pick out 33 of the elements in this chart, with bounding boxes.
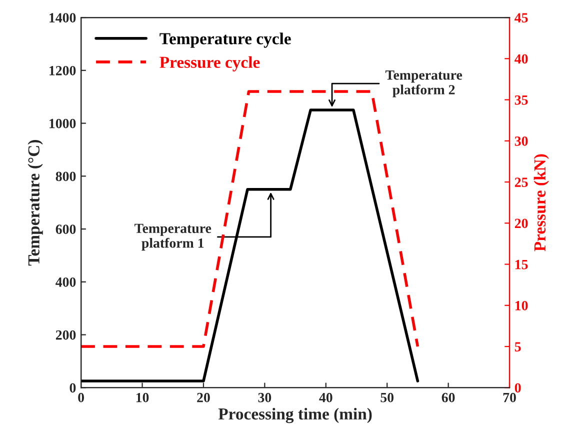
y2-tick-label: 35 <box>514 95 528 105</box>
x-tick-label: 50 <box>380 392 394 402</box>
y2-tick-label: 40 <box>514 54 528 64</box>
x-tick-label: 20 <box>197 392 210 402</box>
y-tick-label: 600 <box>56 224 76 234</box>
y-tick-label: 400 <box>56 277 76 287</box>
annotation: Temperature platform 2 <box>385 70 462 98</box>
y2-tick-label: 5 <box>514 342 521 352</box>
x-tick-label: 30 <box>258 392 272 402</box>
y2-tick-label: 15 <box>515 260 528 270</box>
x-tick-label: 0 <box>78 392 84 402</box>
legend-label: Temperature cycle <box>160 32 291 48</box>
x-tick-label: 70 <box>503 392 516 402</box>
y-tick-label: 1200 <box>50 66 76 76</box>
y2-tick-label: 45 <box>514 13 528 22</box>
y2-tick-label: 10 <box>515 300 528 310</box>
x-tick-label: 40 <box>319 392 332 402</box>
y-tick-label: 1400 <box>50 13 76 22</box>
x-tick-label: 60 <box>442 392 455 402</box>
annotation: Temperature platform 1 <box>134 224 212 251</box>
y-axis-title: Temperature (°C) <box>28 140 43 266</box>
x-tick-label: 10 <box>136 392 149 402</box>
y2-tick-label: 30 <box>514 136 528 146</box>
y2-tick-label: 20 <box>514 218 528 228</box>
y-tick-label: 200 <box>56 330 76 340</box>
y-tick-label: 0 <box>70 383 76 393</box>
y-tick-label: 1000 <box>50 118 76 128</box>
y2-tick-label: 0 <box>514 383 521 393</box>
y2-tick-label: 25 <box>514 178 528 187</box>
y2-axis-title: Pressure (kN) <box>534 154 549 252</box>
y-tick-label: 800 <box>56 172 76 182</box>
x-axis-title: Processing time (min) <box>218 408 372 424</box>
legend-label: Pressure cycle <box>160 56 260 72</box>
